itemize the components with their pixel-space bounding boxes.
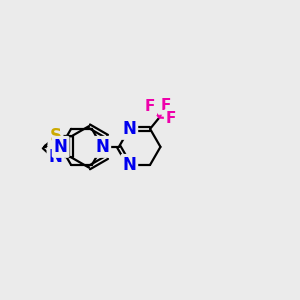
Text: N: N	[54, 138, 68, 156]
Text: N: N	[122, 156, 136, 174]
Text: F: F	[145, 99, 155, 114]
Text: S: S	[50, 128, 61, 146]
Text: N: N	[95, 138, 109, 156]
Text: N: N	[122, 120, 136, 138]
Text: N: N	[49, 148, 62, 166]
Text: F: F	[160, 98, 171, 113]
Text: F: F	[166, 111, 176, 126]
